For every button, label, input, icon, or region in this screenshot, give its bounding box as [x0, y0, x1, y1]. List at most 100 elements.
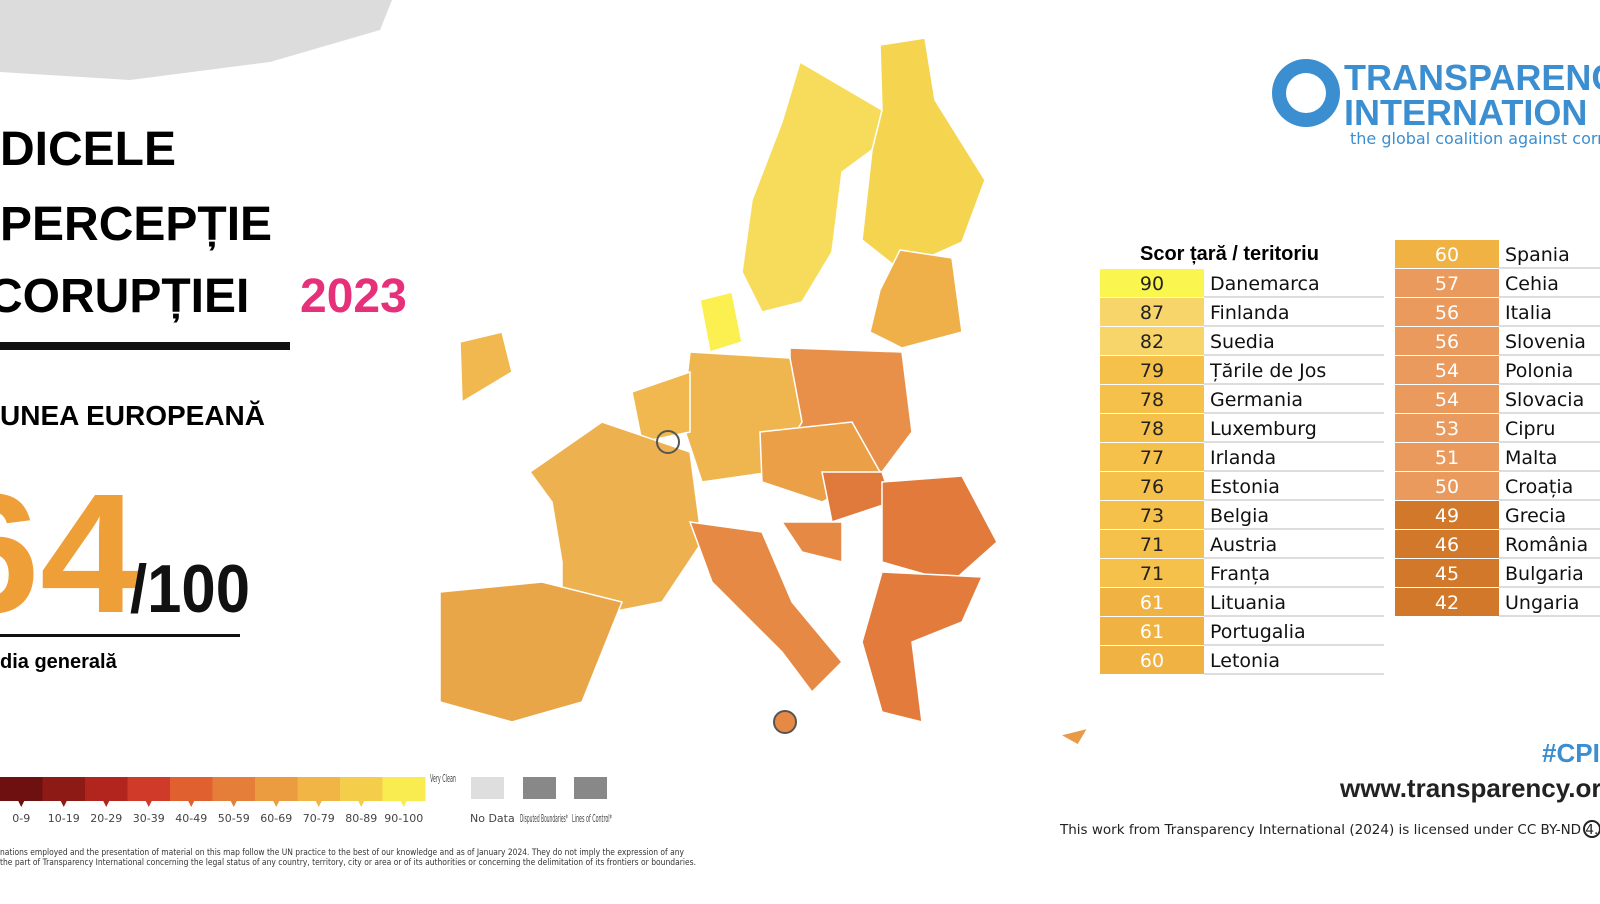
country: Grecia [1505, 505, 1566, 527]
iberia [439, 581, 624, 723]
country: Cehia [1505, 273, 1559, 295]
score: 71 [1140, 563, 1164, 585]
score: 46 [1435, 534, 1459, 556]
score-cell [1100, 269, 1204, 297]
score: 82 [1140, 331, 1164, 353]
country: Letonia [1210, 650, 1280, 672]
legend-label: 0-9 [12, 812, 30, 825]
score: 42 [1435, 592, 1459, 614]
country: Țările de Jos [1209, 360, 1326, 382]
country: Danemarca [1210, 273, 1320, 295]
country: Croația [1505, 476, 1573, 498]
logo-icon-inner [1286, 73, 1326, 113]
score-cell [1395, 588, 1499, 616]
legend-label: 60-69 [260, 812, 292, 825]
score: 54 [1435, 360, 1459, 382]
legend-swatch [170, 777, 213, 801]
country: Irlanda [1210, 447, 1276, 469]
score-cell [1100, 559, 1204, 587]
ireland [459, 331, 513, 404]
legend: 0-9 10-19 20-29 30-39 40-49 50-59 60-69 70-79 80… [0, 777, 426, 825]
score-cell [1395, 240, 1499, 268]
country: Estonia [1210, 476, 1280, 498]
logo-text: INTERNATION [1344, 92, 1587, 133]
country: Austria [1210, 534, 1277, 556]
score-cell [1395, 443, 1499, 471]
score-cell [1100, 327, 1204, 355]
score-cell [1100, 530, 1204, 558]
score: 53 [1435, 418, 1459, 440]
cyprus [1057, 726, 1090, 747]
hashtag: #CPI2 [1542, 738, 1600, 768]
legend-swatch [42, 777, 86, 801]
country: Franța [1210, 563, 1270, 585]
score: 79 [1140, 360, 1164, 382]
url: www.transparency.org [1339, 773, 1600, 803]
map [0, 0, 1090, 747]
cc-icon [1583, 820, 1600, 838]
score-cell [1395, 559, 1499, 587]
score-cell [1100, 588, 1204, 616]
finland [861, 37, 986, 271]
country: Bulgaria [1505, 563, 1584, 585]
score-cell [1100, 501, 1204, 529]
score: 60 [1435, 244, 1459, 266]
license: This work from Transparency Internationa… [1059, 822, 1600, 838]
score: 45 [1435, 563, 1459, 585]
italy [688, 521, 844, 694]
legend-no-data: No Data [470, 812, 515, 825]
score-cell [1395, 327, 1499, 355]
legend-swatch [340, 777, 383, 801]
score-cell [1395, 356, 1499, 384]
country: Lituania [1210, 592, 1286, 614]
score-cell [1100, 617, 1204, 645]
france [528, 421, 703, 623]
country: Finlanda [1210, 302, 1290, 324]
legend-tick [60, 801, 67, 807]
country: Belgia [1210, 505, 1269, 527]
score-cell [1395, 298, 1499, 326]
country: Suedia [1210, 331, 1275, 353]
romania [881, 475, 998, 583]
score: 60 [1140, 650, 1164, 672]
legend-label: 10-19 [48, 812, 80, 825]
score: 61 [1140, 592, 1164, 614]
country: Germania [1210, 389, 1303, 411]
table-header: Scor țară / teritoriu [1140, 243, 1319, 265]
country: Spania [1505, 244, 1570, 266]
region-name: UNEA EUROPEANĂ [0, 400, 265, 431]
country: Malta [1505, 447, 1557, 469]
score: 77 [1140, 447, 1164, 469]
score-cell [1100, 414, 1204, 442]
legend-tick [18, 801, 25, 807]
score: 78 [1140, 389, 1164, 411]
title-year: 2023 [300, 270, 407, 323]
baltics [869, 249, 963, 349]
legend-swatch [0, 777, 43, 801]
legend-label: 50-59 [218, 812, 250, 825]
score-cell [1395, 530, 1499, 558]
legend-swatch [212, 777, 256, 801]
score-cell [1395, 385, 1499, 413]
score-cell [1100, 443, 1204, 471]
logo-tagline: the global coalition against corru [1350, 129, 1600, 148]
title-line: CORUPȚIEI [0, 270, 249, 323]
score: 49 [1435, 505, 1459, 527]
score-table: 90 Danemarca 87 Finlanda 82 Suedia 79 Țările de… [1100, 240, 1600, 675]
title-line: PERCEPȚIE [0, 198, 272, 251]
score-cell [1100, 356, 1204, 384]
legend-label: 20-29 [90, 812, 122, 825]
score: 76 [1140, 476, 1164, 498]
score: 51 [1435, 447, 1459, 469]
legend-tick [145, 801, 152, 807]
malta-marker [773, 710, 797, 734]
denmark [699, 291, 743, 353]
score-cell [1100, 646, 1204, 674]
disclaimer: nations employed and the presentation of… [0, 848, 684, 858]
croatia-slovenia [780, 521, 843, 563]
legend-label: 40-49 [175, 812, 207, 825]
score: 50 [1435, 476, 1459, 498]
luxembourg-marker [656, 430, 680, 454]
legend-tick [230, 801, 237, 807]
disclaimer: the part of Transparency International c… [0, 858, 696, 868]
